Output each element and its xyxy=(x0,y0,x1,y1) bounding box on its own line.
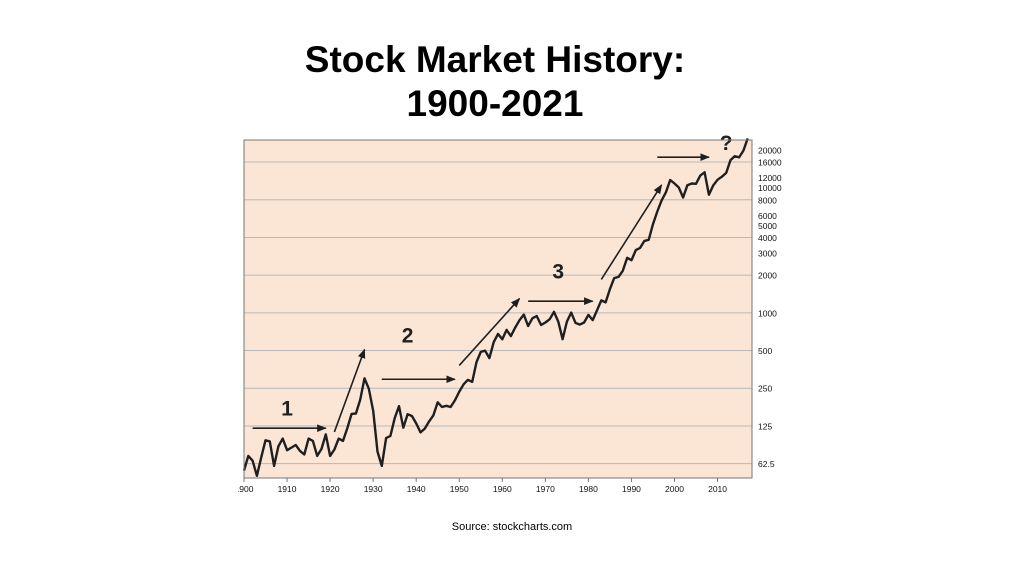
gridlines xyxy=(244,161,752,465)
phase-label: ? xyxy=(720,134,733,155)
x-tick-label: 1930 xyxy=(364,484,383,494)
y-tick-label: 5000 xyxy=(758,221,777,231)
x-tick-label: 2000 xyxy=(665,484,684,494)
y-tick-label: 6000 xyxy=(758,211,777,221)
y-tick-label: 125 xyxy=(758,421,772,431)
y-tick-label: 250 xyxy=(758,384,772,394)
rise-arrow xyxy=(333,348,366,433)
title-line-1: Stock Market History: xyxy=(304,39,686,80)
source-caption: Source: stockcharts.com xyxy=(451,521,573,533)
y-tick-label: 20000 xyxy=(758,145,782,155)
plot-area xyxy=(244,140,752,478)
y-tick-label: 8000 xyxy=(758,195,777,205)
annotations: 1 2 3? xyxy=(252,134,733,433)
stock-history-chart: 1 2 3? 62.5 125 250 500 1000 2000 3000 4000 500060… xyxy=(238,134,782,494)
x-tick-label: 1920 xyxy=(321,484,340,494)
x-tick-label: 1980 xyxy=(579,484,598,494)
y-tick-label: 2000 xyxy=(758,271,777,281)
x-axis: 1900 1910 1920 1930 1940 1950 1960 1970 1980 1990… xyxy=(238,478,727,494)
phase-label: 1 xyxy=(281,397,293,420)
slide-title: Stock Market History: 1900-2021 xyxy=(0,38,990,126)
y-tick-label: 4000 xyxy=(758,233,777,243)
y-tick-label: 500 xyxy=(758,346,772,356)
dow-jones-series-line xyxy=(242,138,749,477)
x-tick-label: 1900 xyxy=(238,484,254,494)
x-tick-label: 1970 xyxy=(536,484,555,494)
phase-label: 2 xyxy=(402,324,414,347)
phase-label: 3 xyxy=(552,261,564,284)
y-tick-label: 10000 xyxy=(758,183,782,193)
x-tick-label: 1940 xyxy=(407,484,426,494)
title-line-2: 1900-2021 xyxy=(406,83,584,124)
x-tick-label: 1950 xyxy=(450,484,469,494)
y-tick-label: 1000 xyxy=(758,308,777,318)
y-tick-label: 12000 xyxy=(758,173,782,183)
rise-arrow xyxy=(600,184,663,280)
y-tick-label: 3000 xyxy=(758,249,777,259)
y-tick-label: 16000 xyxy=(758,158,782,168)
x-tick-label: 2010 xyxy=(708,484,727,494)
rise-arrow xyxy=(458,297,521,367)
x-tick-label: 1990 xyxy=(622,484,641,494)
x-tick-label: 1960 xyxy=(493,484,512,494)
x-tick-label: 1910 xyxy=(278,484,297,494)
y-tick-label: 62.5 xyxy=(758,459,775,469)
plot-frame xyxy=(243,139,753,479)
